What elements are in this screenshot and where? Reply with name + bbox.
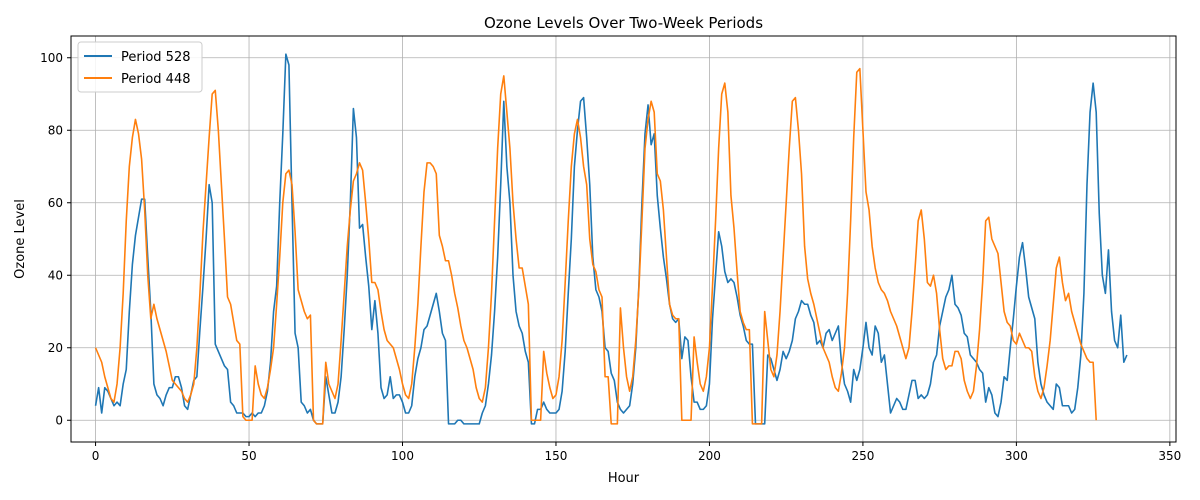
y-tick-label: 100 xyxy=(40,51,63,65)
legend: Period 528 Period 448 xyxy=(77,41,203,93)
y-axis-label: Ozone Level xyxy=(13,199,28,279)
series-line-2 xyxy=(94,67,1097,425)
chart-title: Ozone Levels Over Two-Week Periods xyxy=(484,14,763,32)
plot-frame xyxy=(70,35,1177,443)
y-tick-label: 20 xyxy=(48,341,63,355)
x-axis-label: Hour xyxy=(608,471,640,486)
series-layer xyxy=(94,53,1128,425)
legend-label-1: Period 528 xyxy=(121,50,190,65)
y-tick-label: 80 xyxy=(48,123,63,137)
legend-box xyxy=(77,41,203,93)
x-tick-label: 50 xyxy=(241,449,256,463)
x-tick-label: 150 xyxy=(545,449,568,463)
x-tick-label: 300 xyxy=(1005,449,1028,463)
x-tick-label: 0 xyxy=(92,449,100,463)
x-tick-label: 100 xyxy=(391,449,414,463)
axis-ticks: 0 50 100 150 200 250 300 350 0 20 40 60 80 100 xyxy=(40,51,1181,463)
series-line-1 xyxy=(94,53,1128,425)
y-tick-label: 40 xyxy=(48,268,63,282)
y-tick-label: 60 xyxy=(48,196,63,210)
legend-label-2: Period 448 xyxy=(121,72,190,87)
x-tick-label: 250 xyxy=(851,449,874,463)
x-tick-label: 200 xyxy=(698,449,721,463)
x-tick-label: 350 xyxy=(1158,449,1181,463)
y-tick-label: 0 xyxy=(55,413,63,427)
